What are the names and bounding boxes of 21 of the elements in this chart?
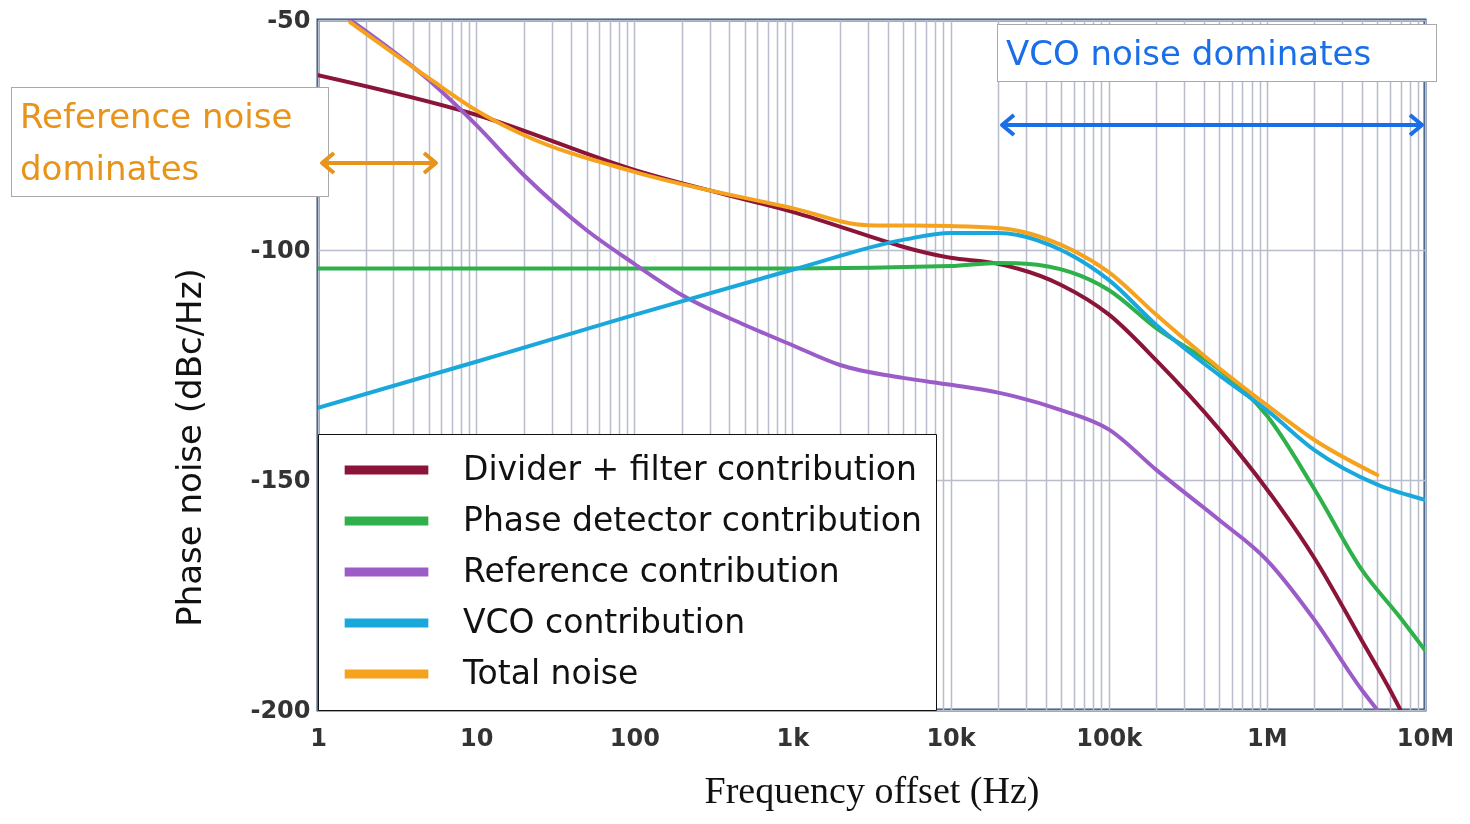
y-tick-label: -100 (250, 235, 311, 264)
legend-label: VCO contribution (463, 602, 746, 641)
text: Reference noise dominates (11, 87, 329, 197)
legend-label: Phase detector contribution (463, 500, 922, 539)
y-axis-title: Phase noise (dBc/Hz) (169, 268, 210, 627)
legend-label: Total noise (462, 653, 639, 692)
x-tick-label: 1 (310, 723, 327, 752)
y-tick-label: -200 (250, 695, 311, 724)
y-tick-label: -50 (267, 5, 311, 34)
y-tick-label: -150 (250, 465, 311, 494)
x-tick-label: 1M (1247, 723, 1288, 752)
x-tick-label: 100 (609, 723, 660, 752)
x-axis-title: Frequency offset (Hz) (704, 768, 1040, 812)
x-tick-label: 10 (459, 723, 494, 752)
x-tick-label: 10M (1396, 723, 1455, 752)
legend-label: Reference contribution (463, 551, 840, 590)
annotation: VCO noise dominates (997, 24, 1437, 82)
legend-label: Divider + filter contribution (463, 449, 917, 488)
x-tick-label: 1k (776, 723, 811, 752)
x-tick-label: 100k (1076, 723, 1144, 752)
x-tick-label: 10k (926, 723, 977, 752)
